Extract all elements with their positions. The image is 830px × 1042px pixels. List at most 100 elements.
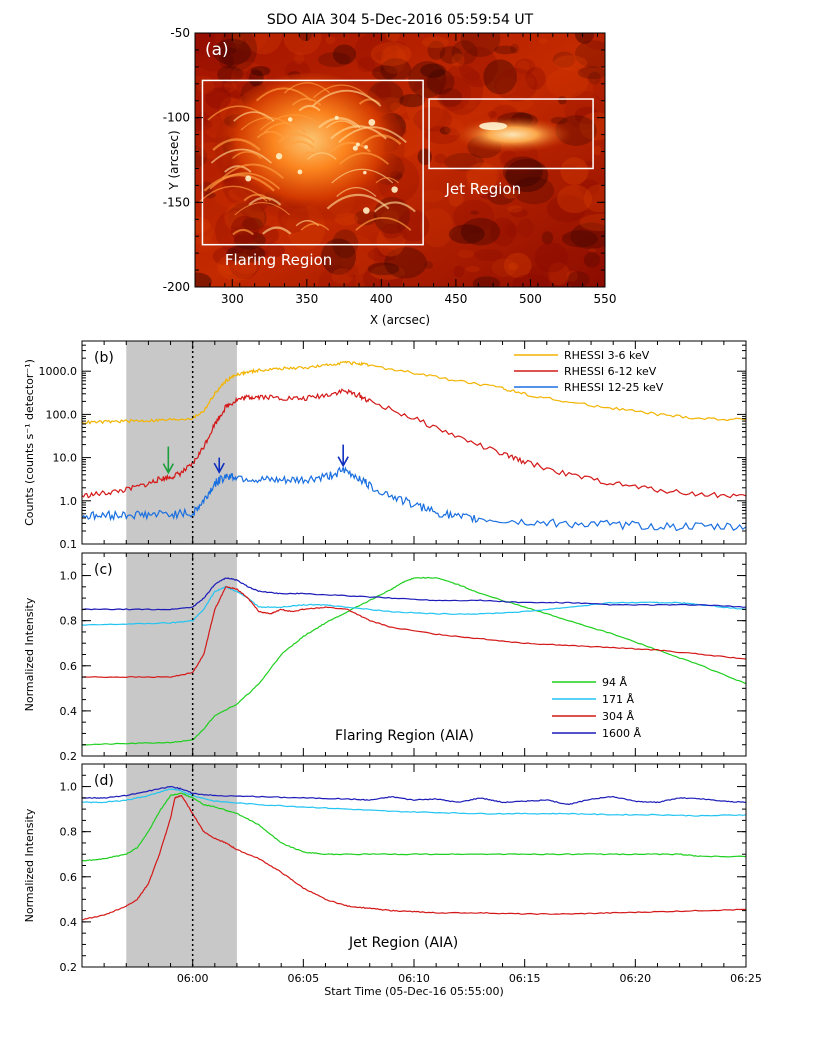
legend-label: RHESSI 3-6 keV (564, 349, 650, 362)
texture-blob (283, 33, 322, 56)
y-tick-label: 0.8 (60, 826, 78, 839)
flare-kernel (275, 153, 283, 160)
texture-blob (577, 66, 605, 80)
texture-blob (579, 179, 600, 197)
texture-blob (457, 249, 474, 259)
y-tick-label: 0.6 (60, 660, 78, 673)
texture-blob (525, 66, 546, 90)
y-tick-label: -150 (163, 195, 190, 209)
texture-blob (574, 33, 595, 44)
texture-blob (567, 271, 590, 287)
flare-glow (214, 73, 405, 224)
texture-blob (553, 55, 588, 71)
flare-loop (331, 168, 394, 184)
flare-kernel (391, 186, 398, 193)
texture-blob (420, 208, 454, 248)
texture-blob (196, 80, 215, 94)
texture-blob (538, 38, 548, 44)
texture-blob (195, 272, 212, 287)
texture-blob (507, 262, 519, 271)
texture-blob (487, 110, 497, 118)
flare-loop (339, 152, 389, 165)
panel-a-xlabel: X (arcsec) (370, 313, 430, 327)
texture-blob (318, 265, 356, 287)
texture-blob (370, 42, 412, 67)
series-line (82, 576, 746, 746)
texture-blob (214, 209, 257, 253)
texture-blob (427, 40, 446, 60)
series-line (82, 788, 746, 817)
series-line (82, 577, 746, 611)
texture-blob (195, 33, 236, 72)
legend-label: 171 Å (602, 693, 634, 706)
texture-blob (514, 58, 536, 75)
flare-loop (232, 228, 254, 236)
flare-loop (312, 89, 382, 107)
y-tick-label: -50 (170, 26, 190, 40)
flare-kernel (364, 145, 368, 149)
flare-loop (307, 152, 337, 160)
flare-kernel (363, 207, 370, 214)
flare-loop (338, 126, 407, 144)
flare-loop (243, 193, 272, 202)
series-group (82, 786, 746, 921)
texture-blob (491, 258, 517, 277)
texture-blob (574, 40, 605, 68)
texture-blob (413, 76, 444, 100)
texture-blob (592, 145, 602, 156)
flare-loop (284, 140, 315, 149)
texture-blob (332, 229, 359, 259)
flare-loop (262, 226, 292, 235)
texture-blob (505, 223, 519, 238)
texture-blob (507, 205, 523, 213)
texture-blob (399, 94, 425, 108)
texture-blob (223, 80, 237, 93)
y-tick-label: 0.4 (60, 916, 78, 929)
texture-blob (558, 95, 567, 105)
texture-blob (380, 58, 412, 82)
texture-blob (388, 42, 407, 51)
texture-blob (444, 152, 484, 171)
texture-blob (502, 156, 543, 187)
x-tick-label: 500 (519, 292, 542, 306)
texture-blob (219, 33, 258, 71)
panel-c: 0.2 0.4 0.6 0.8 1.0 Normalized Intensity (c) Fl… (23, 552, 747, 763)
texture-blob (421, 36, 449, 49)
texture-blob (503, 252, 532, 278)
region-annotation: Flaring Region (AIA) (335, 728, 474, 744)
texture-blob (397, 209, 430, 242)
texture-blob (439, 64, 484, 115)
series-line (82, 388, 746, 499)
flare-loop (232, 151, 262, 159)
panel-label-a: (a) (205, 40, 229, 60)
texture-blob (564, 90, 605, 130)
texture-blob (294, 52, 305, 65)
flare-loop (298, 104, 321, 112)
y-tick-label: 0.4 (60, 705, 78, 718)
texture-blob (528, 265, 551, 286)
texture-blob (487, 186, 516, 205)
texture-blob (244, 33, 283, 55)
texture-blob (496, 77, 517, 95)
texture-blob (195, 75, 212, 84)
texture-blob (566, 270, 578, 282)
y-tick-label: 100.0 (46, 408, 78, 421)
series-line (82, 792, 746, 862)
flare-loop (336, 187, 377, 197)
texture-blob (583, 184, 605, 213)
flare-kernel (297, 169, 303, 175)
texture-blob (503, 189, 519, 199)
texture-blob (408, 61, 447, 98)
texture-blob (546, 68, 588, 99)
flare-loop (318, 117, 361, 129)
y-tick-label: 0.1 (60, 538, 78, 551)
flare-loop (360, 134, 402, 145)
y-tick-label: 0.6 (60, 871, 78, 884)
texture-blob (513, 176, 555, 205)
flare-loop (221, 163, 284, 179)
texture-blob (226, 210, 245, 227)
texture-blob (413, 107, 453, 132)
texture-blob (453, 199, 495, 234)
y-tick-label: 0.2 (60, 750, 78, 763)
